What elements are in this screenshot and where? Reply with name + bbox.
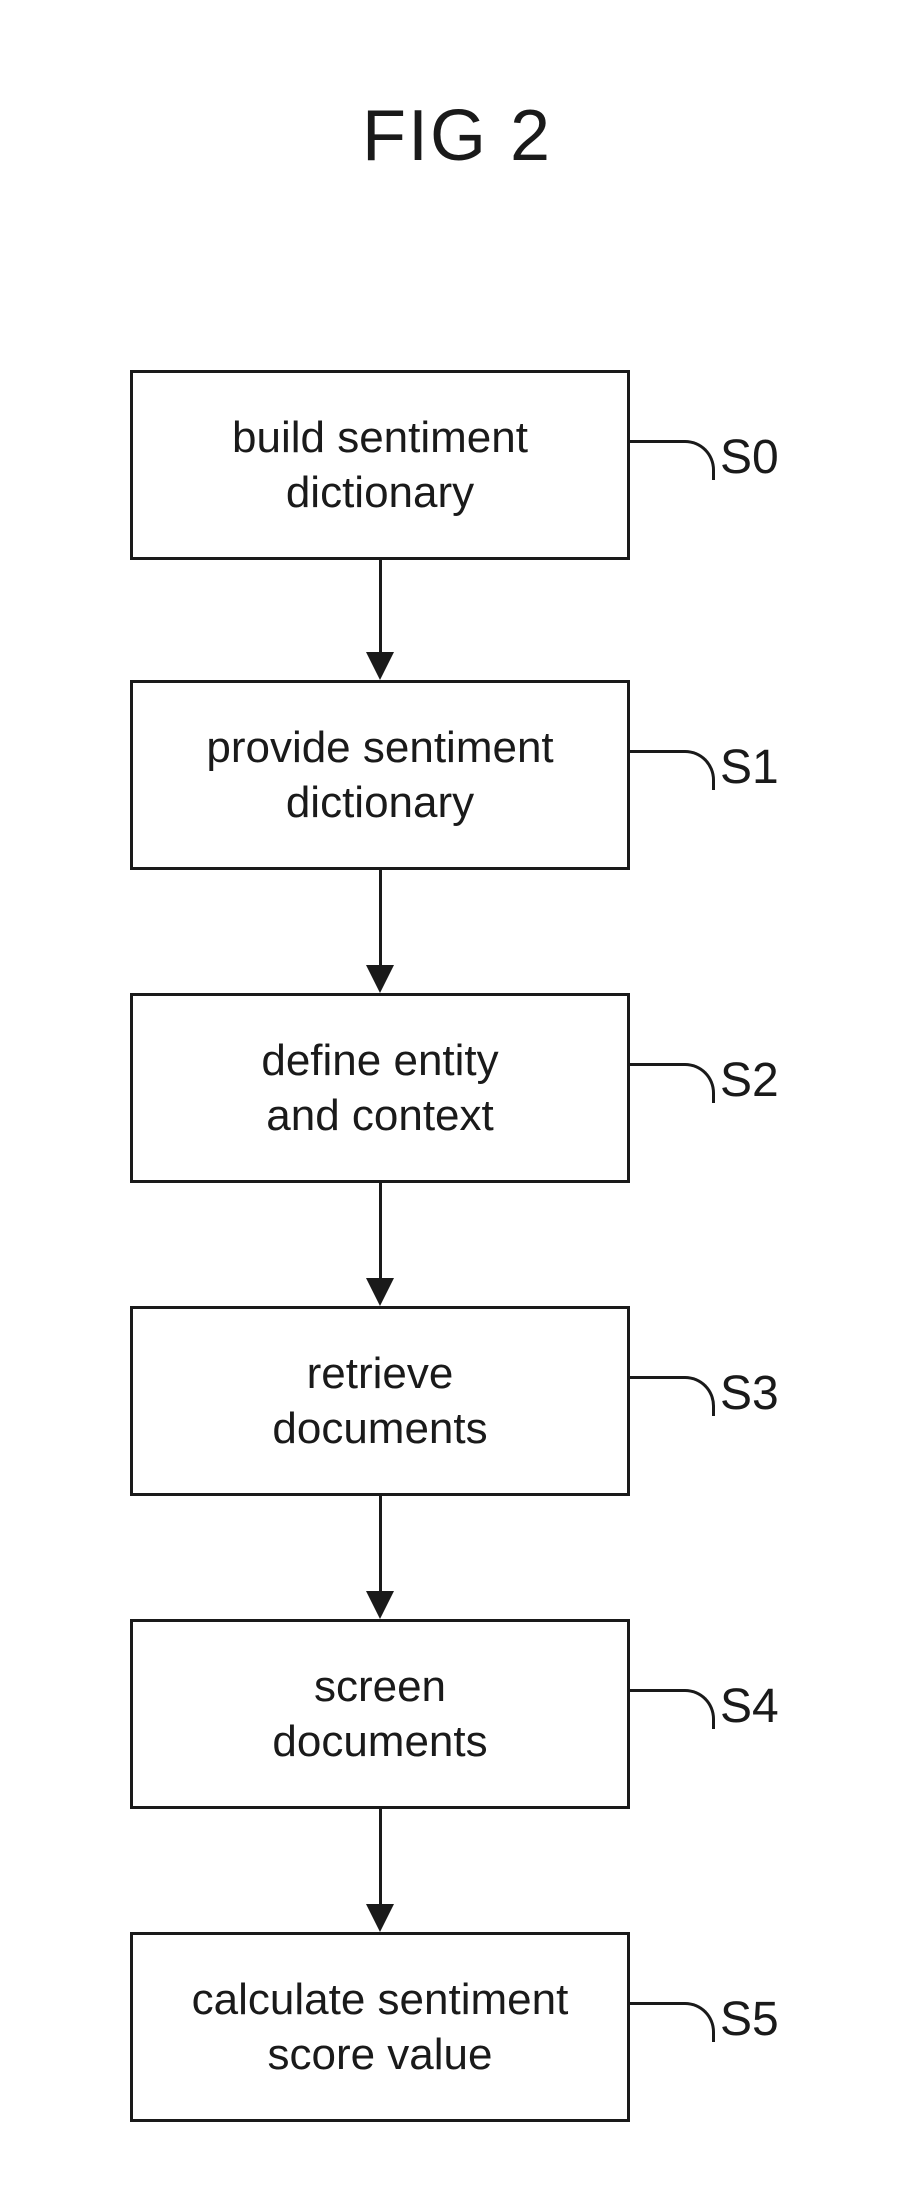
node-line2: score value [267, 2030, 492, 2079]
node-line2: dictionary [286, 778, 474, 827]
step-label-0: S0 [720, 430, 779, 485]
flowchart-node-1: provide sentiment dictionary [130, 680, 630, 870]
flowchart-node-3: retrieve documents [130, 1306, 630, 1496]
step-label-3: S3 [720, 1366, 779, 1421]
node-text: provide sentiment dictionary [206, 720, 553, 830]
edge-arrow-1 [366, 965, 394, 993]
node-text: calculate sentiment score value [192, 1972, 569, 2082]
connector-curve-4 [630, 1689, 715, 1729]
connector-curve-0 [630, 440, 715, 480]
edge-line-4 [379, 1809, 382, 1904]
step-label-1: S1 [720, 740, 779, 795]
step-label-2: S2 [720, 1053, 779, 1108]
connector-curve-3 [630, 1376, 715, 1416]
node-text: retrieve documents [272, 1346, 487, 1456]
node-line1: retrieve [307, 1349, 454, 1398]
node-text: screen documents [272, 1659, 487, 1769]
node-line1: define entity [261, 1036, 498, 1085]
flowchart-node-4: screen documents [130, 1619, 630, 1809]
node-text: define entity and context [261, 1033, 498, 1143]
edge-arrow-3 [366, 1591, 394, 1619]
step-label-4: S4 [720, 1679, 779, 1734]
step-label-5: S5 [720, 1992, 779, 2047]
node-text: build sentiment dictionary [232, 410, 528, 520]
node-line1: calculate sentiment [192, 1975, 569, 2024]
edge-line-3 [379, 1496, 382, 1591]
edge-line-1 [379, 870, 382, 965]
connector-curve-2 [630, 1063, 715, 1103]
connector-curve-5 [630, 2002, 715, 2042]
connector-curve-1 [630, 750, 715, 790]
edge-arrow-0 [366, 652, 394, 680]
flowchart-node-0: build sentiment dictionary [130, 370, 630, 560]
node-line1: build sentiment [232, 413, 528, 462]
node-line1: screen [314, 1662, 446, 1711]
flowchart-node-5: calculate sentiment score value [130, 1932, 630, 2122]
figure-title: FIG 2 [362, 95, 552, 177]
edge-arrow-2 [366, 1278, 394, 1306]
edge-arrow-4 [366, 1904, 394, 1932]
flowchart-node-2: define entity and context [130, 993, 630, 1183]
node-line2: and context [266, 1091, 494, 1140]
edge-line-2 [379, 1183, 382, 1278]
node-line1: provide sentiment [206, 723, 553, 772]
edge-line-0 [379, 560, 382, 652]
node-line2: documents [272, 1717, 487, 1766]
node-line2: documents [272, 1404, 487, 1453]
node-line2: dictionary [286, 468, 474, 517]
